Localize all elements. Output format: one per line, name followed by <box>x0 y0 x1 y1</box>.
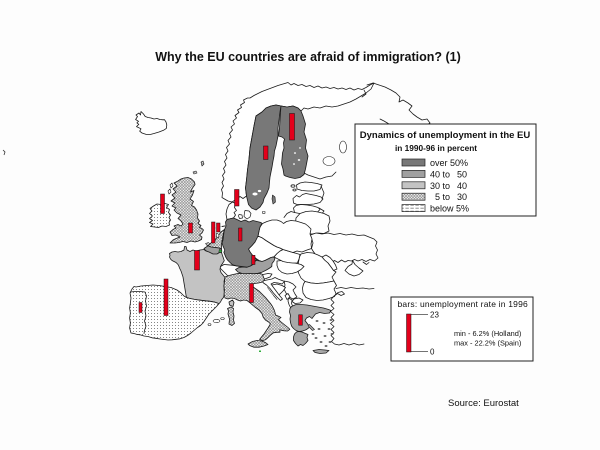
svg-text:in 1990-96 in percent: in 1990-96 in percent <box>395 143 477 153</box>
svg-text:below 5%: below 5% <box>430 204 469 214</box>
svg-text:50: 50 <box>457 169 467 179</box>
svg-text:0: 0 <box>430 348 435 357</box>
svg-text:Dynamics of unemployment in th: Dynamics of unemployment in the EU <box>360 130 531 141</box>
svg-text:30: 30 <box>457 192 467 202</box>
svg-text:40: 40 <box>457 181 467 191</box>
svg-text:over 50%: over 50% <box>430 158 468 168</box>
svg-text:bars: unemployment rate in 199: bars: unemployment rate in 1996 <box>398 299 529 309</box>
svg-text:30 to: 30 to <box>430 181 450 191</box>
svg-text:max - 22.2% (Spain): max - 22.2% (Spain) <box>454 339 521 348</box>
svg-text:40 to: 40 to <box>430 169 450 179</box>
svg-text:23: 23 <box>430 311 439 320</box>
svg-text:min - 6.2% (Holland): min - 6.2% (Holland) <box>454 329 521 338</box>
svg-text:5 to: 5 to <box>435 192 450 202</box>
